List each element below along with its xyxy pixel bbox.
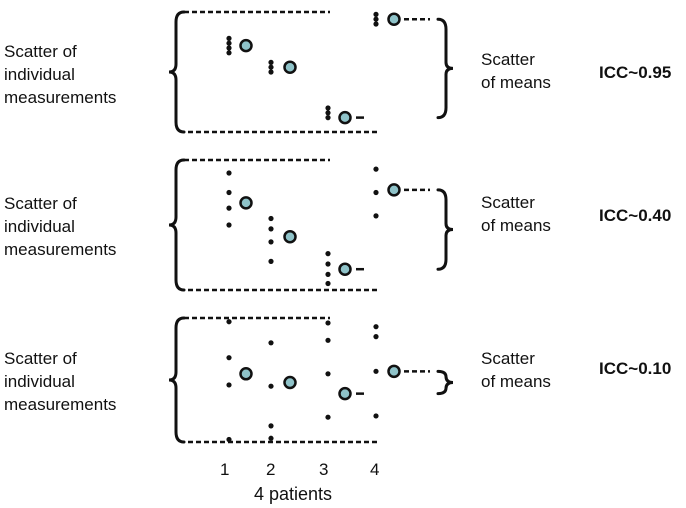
panel-2-patient-1-mean xyxy=(239,196,253,210)
panel-3-patient-1-measurement-1 xyxy=(226,319,232,325)
panel-2-patient-2-measurement-3 xyxy=(268,239,274,245)
panel-2-patient-4-measurement-3 xyxy=(373,213,379,219)
panel-1-means-brace xyxy=(436,17,454,120)
panel-2-patient-3-measurement-3 xyxy=(325,280,331,287)
panel-3-left-label-line-1: Scatter of xyxy=(4,349,77,368)
panel-1-left-label-line-2: individual xyxy=(4,65,75,84)
panel-2-right-label-line-2: of means xyxy=(481,216,551,235)
panel-2-patient-4-measurement-2 xyxy=(373,189,379,196)
panel-1-patient-1-measurement-4 xyxy=(226,50,232,56)
panel-1-patient-3-measurement-1 xyxy=(325,105,331,111)
panel-2-patient-3-measurement-1 xyxy=(325,261,331,267)
x-tick-1: 1 xyxy=(220,460,230,479)
panel-3-patient-2-measurement-3 xyxy=(268,423,274,429)
panel-3-patient-3-measurement-1 xyxy=(325,414,331,420)
panel-2-patient-2-measurement-2 xyxy=(268,226,274,232)
panel-2-patient-3-measurement-2 xyxy=(325,271,331,277)
panel-2-left-label-line-2: individual xyxy=(4,217,75,236)
panel-3-patient-4-mean xyxy=(387,364,401,379)
panel-2-patient-2-measurement-4 xyxy=(268,258,274,264)
panel-2-patient-2-measurement-1 xyxy=(268,215,274,222)
panel-3-patient-1-measurement-2 xyxy=(226,355,232,361)
panel-3-icc-value: ICC~0.10 xyxy=(599,359,672,378)
panel-3-left-label-line-2: individual xyxy=(4,372,75,391)
panel-1-patient-3-measurement-3 xyxy=(325,115,331,121)
panel-3-patient-4-measurement-2 xyxy=(373,368,379,374)
panel-1-icc-value: ICC~0.95 xyxy=(599,63,672,82)
panel-2-patient-2-mean xyxy=(283,229,297,244)
panel-3-right-label: Scatter of means xyxy=(481,347,551,393)
panel-1-patient-2-measurement-2 xyxy=(268,64,274,70)
panel-3-patient-4-measurement-4 xyxy=(373,324,379,330)
panel-2-left-label-line-1: Scatter of xyxy=(4,194,77,213)
panel-2-patient-1-measurement-4 xyxy=(226,222,232,228)
panel-3-left-label: Scatter of individual measurements xyxy=(4,347,116,416)
panel-1-right-label-line-2: of means xyxy=(481,73,551,92)
x-tick-2: 2 xyxy=(266,460,276,479)
panel-1-patient-2-measurement-1 xyxy=(268,59,274,65)
panel-1-individual-brace xyxy=(168,10,186,134)
panel-3-individual-brace xyxy=(168,316,186,444)
panel-3-patient-3-measurement-3 xyxy=(325,337,331,343)
panel-3-patient-3-measurement-4 xyxy=(325,320,331,326)
panel-2-left-label-line-3: measurements xyxy=(4,240,117,259)
panel-1-patient-1-measurement-2 xyxy=(226,40,232,46)
panel-1-left-label: Scatter of individual measurements xyxy=(4,40,116,109)
x-axis-label: 4 patients xyxy=(254,484,333,504)
panel-3-patient-1-measurement-3 xyxy=(226,382,232,388)
panel-3-patient-2-measurement-1 xyxy=(268,340,274,346)
panel-3-patient-4-measurement-1 xyxy=(373,334,379,340)
panel-1-patient-2-measurement-3 xyxy=(268,69,274,75)
panel-3-patient-1-measurement-4 xyxy=(226,436,232,443)
panel-1-patient-4-mean xyxy=(387,12,401,26)
panel-3-patient-1-mean xyxy=(239,367,253,381)
panel-1-patient-2-mean xyxy=(283,60,297,74)
panel-2-right-label: Scatter of means xyxy=(481,191,551,237)
panel-2-patient-4-measurement-1 xyxy=(373,166,379,172)
panel-2-right-label-line-1: Scatter xyxy=(481,193,535,212)
panel-2-individual-brace xyxy=(168,158,186,292)
panel-3-patient-4-measurement-3 xyxy=(373,413,379,419)
panel-1-patient-4-measurement-2 xyxy=(373,16,379,22)
panel-3-patient-2-measurement-4 xyxy=(268,435,274,441)
panel-2-patient-4-mean xyxy=(387,183,401,197)
panel-1-patient-4-measurement-1 xyxy=(373,11,379,17)
panel-2-left-label: Scatter of individual measurements xyxy=(4,192,116,261)
panel-2-patient-3-mean xyxy=(338,262,352,276)
panel-2-patient-1-measurement-2 xyxy=(226,189,232,196)
panel-3-patient-3-measurement-2 xyxy=(325,371,331,377)
panel-1-patient-1-mean xyxy=(239,38,253,53)
panel-3-right-label-line-2: of means xyxy=(481,372,551,391)
panel-2-icc-value: ICC~0.40 xyxy=(599,206,672,225)
panel-3-means-brace xyxy=(436,369,454,396)
panel-1-patient-4-measurement-3 xyxy=(373,21,379,27)
x-tick-3: 3 xyxy=(319,460,329,479)
panel-1-right-label-line-1: Scatter xyxy=(481,50,535,69)
panel-3-patient-2-mean xyxy=(283,375,297,390)
panel-3-right-label-line-1: Scatter xyxy=(481,349,535,368)
x-tick-4: 4 xyxy=(370,460,380,479)
panel-1-left-label-line-1: Scatter of xyxy=(4,42,77,61)
panel-2-patient-1-measurement-1 xyxy=(226,170,232,176)
panel-1-patient-1-measurement-1 xyxy=(226,35,232,42)
panel-1-left-label-line-3: measurements xyxy=(4,88,117,107)
panel-1-patient-3-measurement-2 xyxy=(325,110,331,116)
panel-3-left-label-line-3: measurements xyxy=(4,395,117,414)
panel-1-right-label: Scatter of means xyxy=(481,48,551,94)
panel-1-patient-1-measurement-3 xyxy=(226,45,232,51)
panel-3-patient-3-mean xyxy=(338,386,352,401)
panel-3-patient-2-measurement-2 xyxy=(268,383,274,389)
panel-2-means-brace xyxy=(436,188,454,271)
panel-1-patient-3-mean xyxy=(338,110,352,125)
panel-2-patient-1-measurement-3 xyxy=(226,205,232,211)
panel-2-patient-3-measurement-4 xyxy=(325,251,331,257)
